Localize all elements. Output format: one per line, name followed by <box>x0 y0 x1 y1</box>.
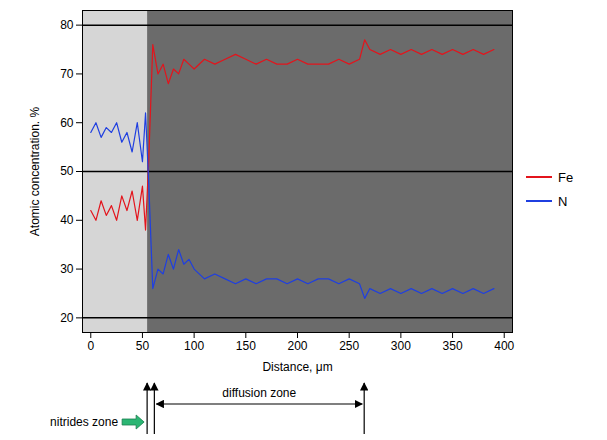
svg-text:Atomic concentration. %: Atomic concentration. % <box>28 106 42 236</box>
svg-text:60: 60 <box>60 116 74 130</box>
svg-text:Distance, μm: Distance, μm <box>262 360 332 374</box>
svg-text:300: 300 <box>391 339 411 353</box>
svg-text:80: 80 <box>60 18 74 32</box>
svg-text:0: 0 <box>87 339 94 353</box>
svg-text:50: 50 <box>60 164 74 178</box>
svg-text:200: 200 <box>287 339 307 353</box>
svg-text:400: 400 <box>494 339 514 353</box>
svg-text:20: 20 <box>60 311 74 325</box>
svg-text:diffusion zone: diffusion zone <box>222 386 296 400</box>
svg-text:350: 350 <box>443 339 463 353</box>
svg-text:150: 150 <box>236 339 256 353</box>
svg-text:70: 70 <box>60 67 74 81</box>
html-text:Fe: Fe <box>558 169 574 185</box>
svg-text:40: 40 <box>60 213 74 227</box>
svg-text:100: 100 <box>184 339 204 353</box>
svg-text:nitrides zone: nitrides zone <box>50 415 118 429</box>
svg-text:30: 30 <box>60 262 74 276</box>
svg-text:50: 50 <box>136 339 150 353</box>
html-text:N: N <box>558 193 568 209</box>
svg-text:250: 250 <box>339 339 359 353</box>
